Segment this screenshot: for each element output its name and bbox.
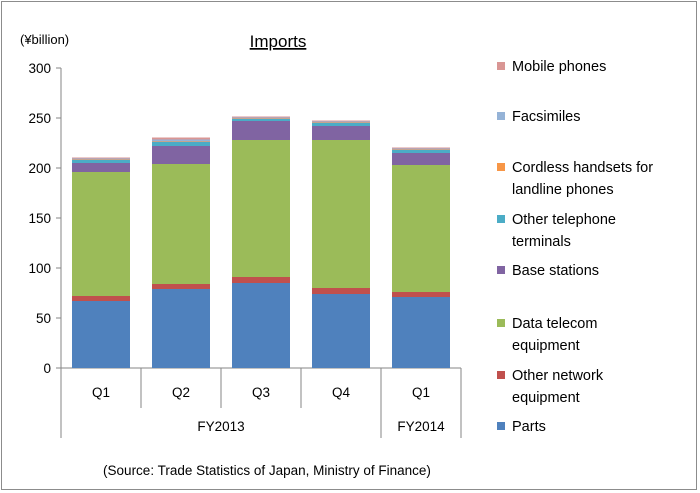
legend-swatch [497,371,505,379]
legend-label: Mobile phones [512,59,606,75]
legend-label: Cordless handsets for landline phones [512,160,653,198]
bar-segment-facsimiles [152,139,210,142]
bar-segment-cordless-handsets-for-landline-phones [152,141,210,142]
group-label: FY2014 [397,419,445,434]
y-tick-label: 50 [36,311,51,326]
legend-label: Data telecom equipment [512,316,597,354]
y-tick-label: 150 [28,211,51,226]
bar-segment-other-telephone-terminals [232,119,290,121]
bar-segment-mobile-phones [72,157,130,159]
bar-segment-parts [72,301,130,368]
category-label: Q1 [412,385,430,400]
chart-title: Imports [250,32,307,51]
category-label: Q2 [172,385,190,400]
y-tick-label: 0 [43,361,51,376]
bar-segment-facsimiles [232,117,290,119]
bar-segment-mobile-phones [312,120,370,122]
bar-segment-base-stations [152,146,210,164]
bar-segment-facsimiles [392,148,450,150]
legend-label: Parts [512,419,546,435]
bar-segment-facsimiles [72,158,130,160]
legend-swatch [497,266,505,274]
category-label: Q3 [252,385,270,400]
bar-segment-cordless-handsets-for-landline-phones [312,122,370,123]
bar-segment-mobile-phones [152,137,210,140]
legend-label: Facsimiles [512,109,580,125]
source-note: (Source: Trade Statistics of Japan, Mini… [103,463,431,478]
bar-segment-data-telecom-equipment [72,172,130,296]
legend-swatch [497,319,505,327]
bar-segment-parts [232,283,290,368]
category-label: Q4 [332,385,351,400]
category-label: Q1 [92,385,110,400]
y-tick-label: 200 [28,161,51,176]
bar-segment-other-network-equipment [392,292,450,297]
bar-segment-cordless-handsets-for-landline-phones [392,149,450,150]
bar-segment-other-telephone-terminals [72,160,130,163]
legend-label: Other telephone terminals [512,212,616,250]
y-tick-label: 250 [28,111,51,126]
legend-swatch [497,215,505,223]
y-unit-label: (¥billion) [20,32,69,47]
bar-segment-other-network-equipment [152,284,210,289]
bar-segment-other-network-equipment [72,296,130,301]
legend-swatch [497,112,505,120]
y-tick-label: 100 [28,261,51,276]
bar-segment-other-network-equipment [312,288,370,294]
bar-segment-base-stations [232,121,290,140]
group-label: FY2013 [197,419,244,434]
y-tick-label: 300 [28,61,51,76]
bar-segment-base-stations [72,163,130,172]
bar-segment-mobile-phones [232,116,290,118]
bar-segment-mobile-phones [392,147,450,149]
bar-segment-data-telecom-equipment [232,140,290,277]
bar-segment-parts [152,289,210,368]
bar-segment-parts [392,297,450,368]
bar-segment-data-telecom-equipment [392,165,450,292]
bar-segment-cordless-handsets-for-landline-phones [72,159,130,160]
legend-label: Other network equipment [512,368,604,406]
bar-segment-other-network-equipment [232,277,290,283]
bar-segment-facsimiles [312,121,370,123]
bar-segment-base-stations [312,126,370,140]
bar-segment-data-telecom-equipment [312,140,370,288]
bar-segment-data-telecom-equipment [152,164,210,284]
legend-swatch [497,62,505,70]
bar-segment-other-telephone-terminals [392,150,450,153]
bar-segment-other-telephone-terminals [152,142,210,146]
bar-segment-other-telephone-terminals [312,123,370,126]
legend-label: Base stations [512,263,599,279]
legend-swatch [497,422,505,430]
bar-segment-base-stations [392,153,450,165]
bar-segment-cordless-handsets-for-landline-phones [232,118,290,119]
legend-swatch [497,163,505,171]
bar-segment-parts [312,294,370,368]
